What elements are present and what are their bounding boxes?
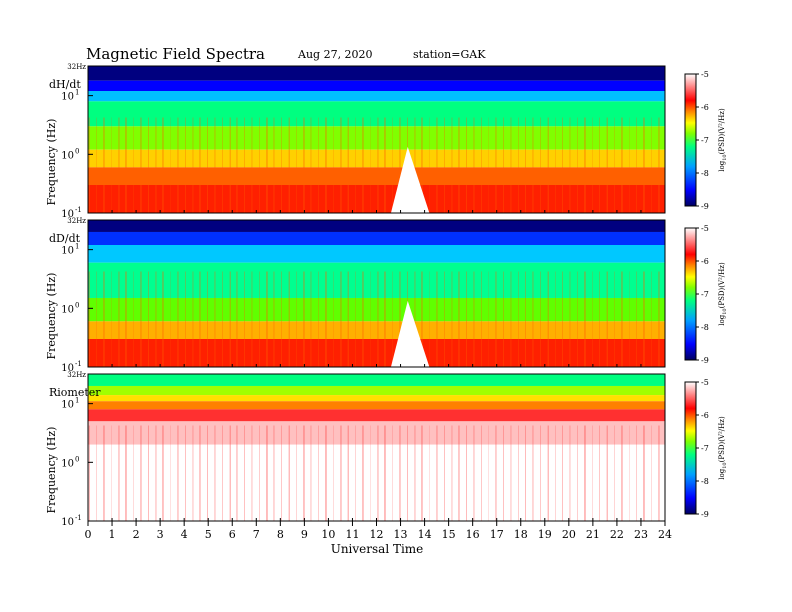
colorbar-label: log10(PSD)(V²/Hz)	[718, 108, 728, 172]
x-tick-label: 19	[538, 528, 552, 541]
x-tick-label: 17	[490, 528, 504, 541]
colorbar: -5 -6 -7 -8 -9 log10(PSD)(V²/Hz)	[684, 224, 728, 365]
colorbar-tick-label: -9	[701, 510, 709, 519]
y-tick-exponent: 1	[75, 243, 79, 251]
y-tick-exponent: 0	[75, 455, 79, 463]
colorbar-label: log10(PSD)(V²/Hz)	[718, 262, 728, 326]
spectrogram-image	[88, 66, 665, 213]
x-tick-label: 6	[229, 528, 236, 541]
x-tick-label: 1	[109, 528, 116, 541]
colorbar-tick-label: -7	[701, 290, 709, 299]
x-tick-label: 8	[277, 528, 284, 541]
colorbar-tick-label: -6	[701, 257, 709, 266]
colorbar-tick-label: -8	[701, 323, 709, 332]
x-axis-label: Universal Time	[331, 542, 424, 556]
colorbar-tick-label: -5	[701, 224, 709, 233]
panel-label: Riometer	[49, 386, 101, 399]
y-tick-label: 10	[61, 458, 74, 469]
spectrogram-image	[88, 220, 665, 367]
colorbar: -5 -6 -7 -8 -9 log10(PSD)(V²/Hz)	[684, 378, 728, 519]
y-tick-exponent: -1	[75, 514, 82, 522]
x-tick-label: 15	[442, 528, 456, 541]
x-tick-label: 14	[418, 528, 432, 541]
y-tick-exponent: 1	[75, 397, 79, 405]
colorbar-tick-label: -7	[701, 444, 709, 453]
x-axis: 0 1 2 3 4 5 6 7 8 9 10 11 12 13 14 15 16 17 18 19 20 21 22 23 24	[85, 210, 672, 541]
y-top-label: 32Hz	[67, 63, 86, 71]
x-tick-label: 21	[586, 528, 600, 541]
x-tick-label: 2	[133, 528, 140, 541]
colorbar-tick-label: -5	[701, 378, 709, 387]
x-tick-label: 13	[394, 528, 408, 541]
x-tick-label: 18	[514, 528, 528, 541]
y-tick-exponent: 0	[75, 301, 79, 309]
x-tick-label: 11	[345, 528, 359, 541]
x-tick-label: 10	[321, 528, 335, 541]
y-tick-exponent: 0	[75, 147, 79, 155]
y-tick-label: 10	[61, 400, 74, 411]
y-tick-label: 10	[61, 304, 74, 315]
colorbar-tick-label: -9	[701, 202, 709, 211]
y-top-label: 32Hz	[67, 217, 86, 225]
colorbar-label: log10(PSD)(V²/Hz)	[718, 416, 728, 480]
y-tick-exponent: -1	[75, 206, 82, 214]
colorbar-tick-label: -8	[701, 477, 709, 486]
x-tick-label: 7	[253, 528, 260, 541]
y-tick-label: 10	[61, 209, 74, 220]
colorbar-tick-label: -9	[701, 356, 709, 365]
chart-title: Magnetic Field Spectra	[86, 45, 265, 63]
y-axis-label: Frequency (Hz)	[45, 427, 58, 514]
y-tick-label: 10	[61, 150, 74, 161]
y-tick-exponent: 1	[75, 89, 79, 97]
panel-label: dH/dt	[49, 78, 81, 91]
colorbar-tick-label: -6	[701, 103, 709, 112]
x-tick-label: 23	[634, 528, 648, 541]
x-tick-label: 12	[370, 528, 384, 541]
y-tick-exponent: -1	[75, 360, 82, 368]
x-tick-label: 5	[205, 528, 212, 541]
colorbar-tick-label: -6	[701, 411, 709, 420]
y-axis-label: Frequency (Hz)	[45, 273, 58, 360]
x-tick-label: 24	[658, 528, 672, 541]
panel-label: dD/dt	[49, 232, 81, 245]
colorbar: -5 -6 -7 -8 -9 log10(PSD)(V²/Hz)	[684, 70, 728, 211]
x-tick-label: 20	[562, 528, 576, 541]
y-top-label: 32Hz	[67, 371, 86, 379]
x-tick-label: 4	[181, 528, 188, 541]
x-tick-label: 0	[85, 528, 92, 541]
colorbar-tick-label: -7	[701, 136, 709, 145]
chart-station: station=GAK	[413, 48, 486, 61]
spectrogram-image	[88, 374, 665, 521]
x-tick-label: 16	[466, 528, 480, 541]
x-tick-label: 3	[157, 528, 164, 541]
y-tick-label: 10	[61, 246, 74, 257]
x-tick-label: 22	[610, 528, 624, 541]
chart-date: Aug 27, 2020	[297, 48, 373, 61]
colorbar-tick-label: -8	[701, 169, 709, 178]
y-axis-label: Frequency (Hz)	[45, 119, 58, 206]
y-tick-label: 10	[61, 517, 74, 528]
x-tick-label: 9	[301, 528, 308, 541]
y-tick-label: 10	[61, 363, 74, 374]
y-tick-label: 10	[61, 92, 74, 103]
colorbar-tick-label: -5	[701, 70, 709, 79]
